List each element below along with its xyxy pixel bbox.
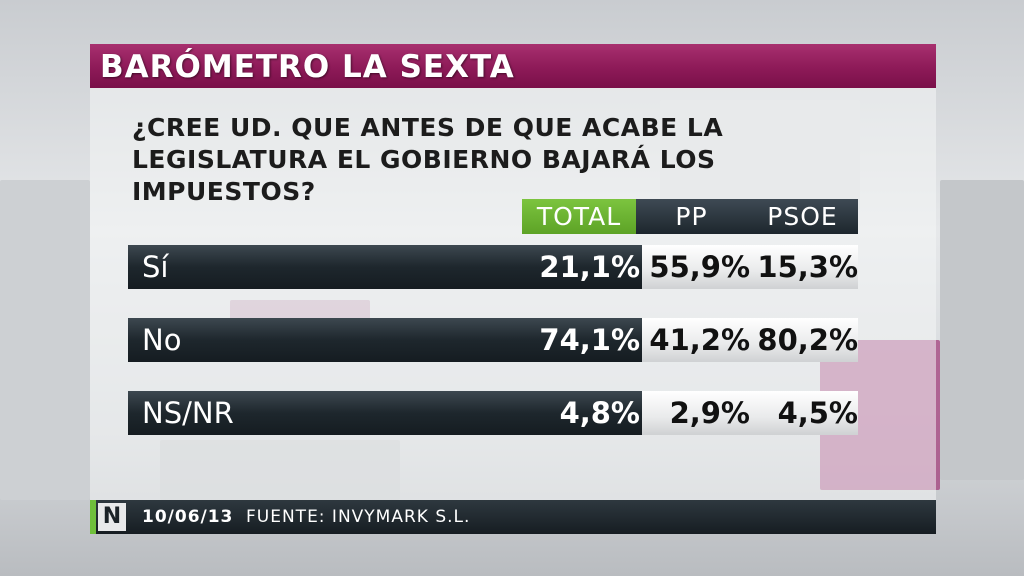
row-total-value: 21,1%	[539, 250, 640, 284]
row-dark-band	[128, 318, 642, 362]
row-dark-band	[128, 245, 642, 289]
row-total-value: 4,8%	[559, 396, 640, 430]
question-text: ¿CREE UD. QUE ANTES DE QUE ACABE LA LEGI…	[132, 112, 892, 208]
column-header-bar	[636, 199, 858, 234]
row-label: No	[142, 323, 182, 357]
content-panel	[90, 44, 936, 534]
column-header-total: TOTAL	[522, 199, 636, 234]
column-header-pp: PP	[675, 202, 708, 231]
row-total-value: 74,1%	[539, 323, 640, 357]
footer-date: 10/06/13	[142, 507, 234, 527]
background-block	[0, 180, 90, 500]
header-bar	[90, 44, 936, 88]
row-light-band	[642, 245, 858, 289]
question-line-1: ¿CREE UD. QUE ANTES DE QUE ACABE LA	[132, 113, 724, 142]
question-line-2: LEGISLATURA EL GOBIERNO BAJARÁ LOS IMPUE…	[132, 145, 716, 206]
footer-source: FUENTE: INVYMARK S.L.	[246, 507, 471, 527]
column-header-psoe: PSOE	[767, 202, 838, 231]
row-pp-value: 55,9%	[649, 250, 750, 284]
row-psoe-value: 15,3%	[757, 250, 858, 284]
row-light-band	[642, 318, 858, 362]
row-dark-band	[128, 391, 642, 435]
footer-bar	[90, 500, 936, 534]
background-block	[940, 180, 1024, 480]
row-psoe-value: 4,5%	[777, 396, 858, 430]
page-title: BARÓMETRO LA SEXTA	[100, 49, 515, 85]
channel-logo: N	[98, 503, 126, 531]
row-label: NS/NR	[142, 396, 234, 430]
row-pp-value: 2,9%	[669, 396, 750, 430]
row-pp-value: 41,2%	[649, 323, 750, 357]
footer-accent	[90, 500, 96, 534]
row-light-band	[642, 391, 858, 435]
row-label: Sí	[142, 250, 169, 284]
row-psoe-value: 80,2%	[757, 323, 858, 357]
